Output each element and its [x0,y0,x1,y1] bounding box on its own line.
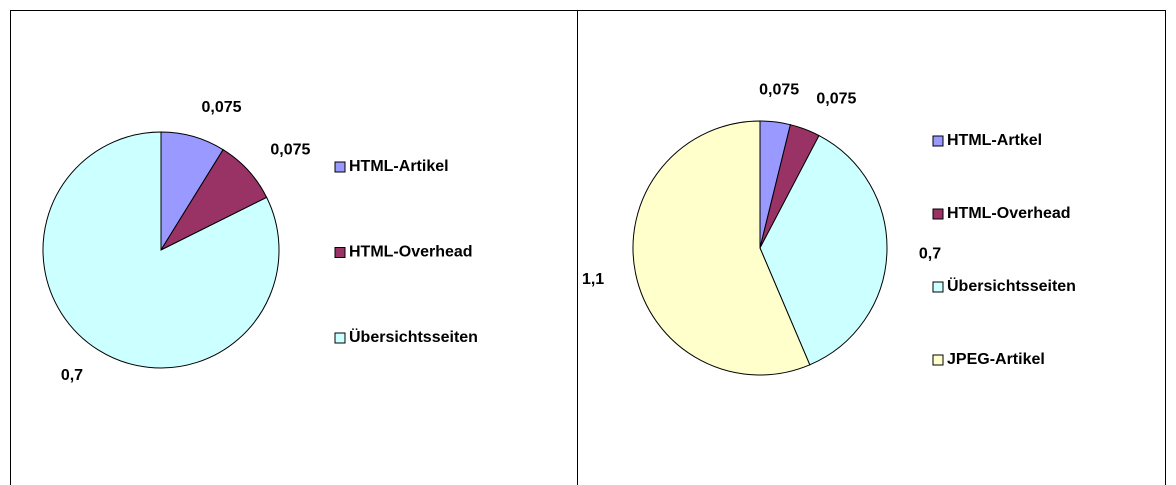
legend-label: Übersichtsseiten [349,327,478,346]
legend-label: HTML-Overhead [349,244,473,261]
legend-swatch [334,247,346,258]
data-label: 1,1 [582,271,604,288]
data-label: 0,075 [270,142,310,159]
data-label: 0,7 [61,367,83,384]
legend-label: HTML-Artikel [349,158,449,175]
legend-swatch [932,354,944,366]
legend-swatch [932,135,944,147]
data-label: 0,075 [816,91,856,108]
legend-label: HTML-Overhead [947,205,1071,222]
legend-label: HTML-Artkel [947,132,1042,149]
pie-slice [759,134,888,366]
legend-swatch [932,208,944,220]
data-label: 0,075 [759,81,799,98]
pie-slice [632,120,811,376]
legend-swatch [932,281,944,293]
legend-swatch [334,161,346,173]
data-label: 0,075 [202,99,242,116]
pie-slice [42,131,280,369]
legend-label: Übersichtsseiten [947,276,1076,295]
legend-swatch [334,332,346,344]
data-label: 0,7 [919,246,941,263]
legend-label: JPEG-Artikel [947,351,1045,368]
